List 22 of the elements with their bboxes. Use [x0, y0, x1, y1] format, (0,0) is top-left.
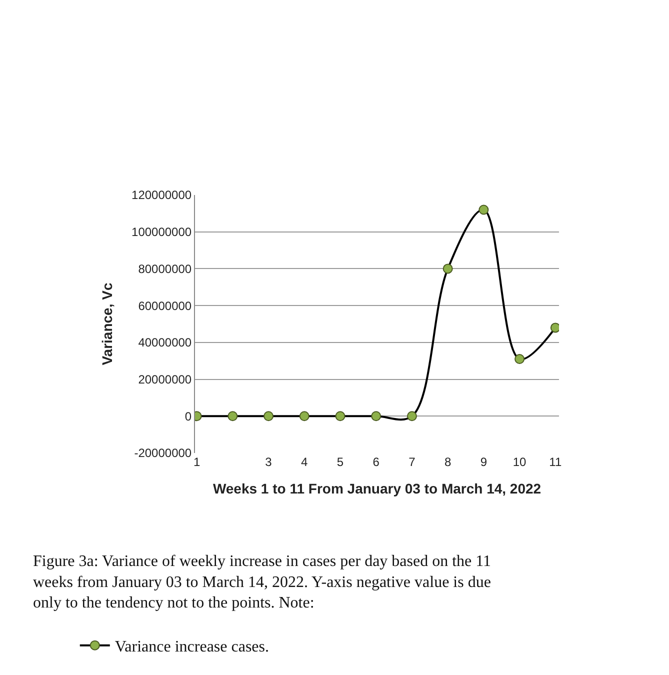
y-tick-label: 100000000 [132, 225, 192, 240]
x-tick-label: 9 [480, 455, 488, 469]
x-tick-label: 8 [444, 455, 452, 469]
x-tick-label: 4 [301, 455, 308, 469]
y-tick-label: 80000000 [138, 262, 192, 276]
x-tick-label: 6 [372, 455, 380, 469]
legend-label: Variance increase cases. [114, 638, 270, 656]
x-axis-title: Weeks 1 to 11 From January 03 to March 14, 2022 [212, 480, 542, 496]
y-tick-label: 40000000 [138, 336, 192, 350]
x-tick-label: 10 [512, 455, 527, 469]
x-tick-label: 7 [408, 455, 416, 469]
x-tick-label: 11 [549, 455, 562, 469]
x-tick-label: 3 [265, 455, 272, 469]
y-tick-label: -20000000 [134, 446, 192, 460]
x-tick-label: 1 [193, 455, 200, 469]
y-tick-label: 120000000 [132, 188, 192, 202]
y-tick-label: 0 [184, 409, 192, 424]
y-tick-label: 60000000 [138, 298, 192, 313]
x-tick-label: 5 [336, 455, 344, 469]
caption: Figure 3a: Variance of weekly increase in cases per day based on the 11 weeks from January 03 to March 14, 2022. Y-axis negative value is due only to the tendency not to the points. Note: [33, 553, 492, 612]
y-tick-label: 20000000 [138, 372, 192, 386]
y-axis-title: Variance, Vc [99, 282, 116, 366]
